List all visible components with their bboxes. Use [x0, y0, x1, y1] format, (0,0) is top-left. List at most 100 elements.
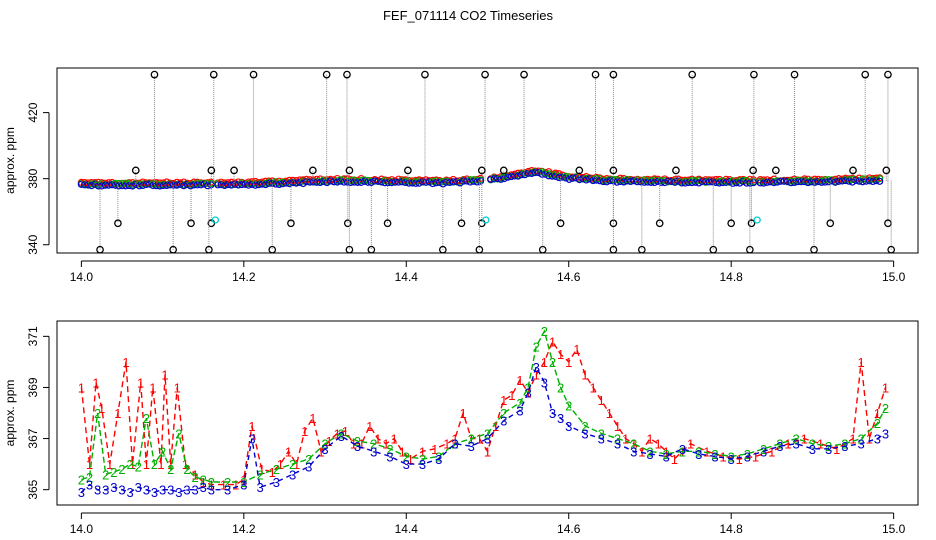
outlier-point	[131, 166, 140, 175]
series-2-point-label: 2	[118, 462, 125, 477]
x-tick-label: 15.0	[882, 270, 906, 284]
series-2-point-label: 2	[825, 439, 832, 454]
series-2-point-label: 2	[94, 406, 101, 421]
outlier-point	[609, 166, 618, 175]
top-data-point	[142, 180, 150, 189]
series-2-point-label: 2	[143, 411, 150, 426]
outlier-point	[709, 245, 718, 254]
series-1-point-label: 1	[622, 432, 629, 447]
series-3-point-label: 3	[167, 483, 174, 498]
series-1-point-label: 1	[581, 368, 588, 383]
series-1-point-label: 1	[646, 432, 653, 447]
top-data-point	[422, 178, 430, 186]
series-2-point-label: 2	[728, 449, 735, 464]
top-x-axis: 14.0 14.2 14.4 14.6 14.8 15.0	[70, 260, 906, 284]
flag-point	[211, 216, 220, 224]
series-2-point-label: 2	[516, 396, 523, 411]
top-data-point	[425, 178, 433, 186]
series-3-point-label: 3	[102, 483, 109, 498]
series-1-point-label: 1	[443, 437, 450, 452]
series-2-point-label: 2	[557, 380, 564, 395]
series-1-point-label: 1	[508, 388, 515, 403]
top-data-point	[466, 176, 474, 184]
series-3-point-label: 3	[200, 480, 207, 495]
outlier-point	[481, 70, 489, 79]
series-3-point-label: 3	[557, 411, 564, 426]
series-3-point-label: 3	[305, 460, 312, 475]
series-3-point-label: 3	[321, 442, 328, 457]
series-3-point-label: 3	[646, 447, 653, 462]
series-3-point-label: 3	[695, 447, 702, 462]
outlier-point	[575, 166, 584, 175]
series-2-point-label: 2	[191, 470, 198, 485]
series-1-point-label: 1	[654, 437, 661, 452]
flag-point	[753, 216, 761, 224]
series-2-point-label: 2	[581, 419, 588, 434]
outlier-point	[367, 245, 376, 254]
series-1-point-label: 1	[533, 368, 540, 383]
series-1-point-label: 1	[752, 449, 759, 464]
series-3-point-label: 3	[354, 439, 361, 454]
top-data-point	[435, 178, 444, 187]
series-1-point-label: 1	[460, 406, 467, 421]
series-2-point-label: 2	[744, 447, 751, 462]
outlier-point	[475, 245, 484, 254]
series-1-point-label: 1	[248, 419, 255, 434]
outlier-point	[287, 219, 295, 228]
series-1-point-label: 1	[390, 432, 397, 447]
series-1-point-label: 1	[137, 375, 144, 390]
outlier-point	[790, 70, 799, 79]
outlier-point	[849, 166, 857, 175]
series-2-point-label: 2	[630, 437, 637, 452]
outlier-point	[383, 219, 392, 228]
top-data-point	[470, 177, 478, 185]
series-2-point-label: 2	[841, 437, 848, 452]
series-2-point-label: 2	[305, 452, 312, 467]
outlier-point	[750, 70, 758, 79]
series-1-point-label: 1	[419, 444, 426, 459]
series-2-point-label: 2	[451, 437, 458, 452]
series-1-point-label: 1	[258, 462, 265, 477]
x-tick-label: 14.8	[719, 522, 743, 536]
series-3-point-label: 3	[565, 419, 572, 434]
top-data-point	[538, 170, 546, 178]
outlier-point	[205, 245, 213, 254]
outlier-point	[727, 219, 736, 228]
top-outliers	[96, 70, 896, 254]
outlier-point	[499, 166, 508, 175]
y-tick-label: 369	[26, 377, 40, 397]
series-3-point-label: 3	[451, 437, 458, 452]
outlier-point	[207, 166, 216, 175]
top-data-point	[108, 181, 116, 189]
series-1-point-label: 1	[407, 452, 414, 467]
series-2-point-label: 2	[549, 355, 556, 370]
series-1-point-label: 1	[614, 419, 621, 434]
series-1-point-label: 1	[719, 449, 726, 464]
top-data-point	[77, 180, 85, 188]
top-data-point	[569, 174, 577, 182]
series-1-point-label: 1	[663, 444, 670, 459]
series-1-point-label: 1	[549, 334, 556, 349]
top-data-point	[545, 172, 553, 180]
outlier-point	[96, 245, 104, 254]
series-3-point-label: 3	[248, 432, 255, 447]
top-data-point	[217, 181, 225, 189]
outlier-point	[882, 166, 891, 175]
outlier-point	[249, 70, 258, 79]
series-1-point-label: 1	[687, 437, 694, 452]
top-data-point	[493, 174, 502, 183]
series-2-point-label: 2	[200, 472, 207, 487]
series-1-point-label: 1	[703, 444, 710, 459]
top-data-point	[783, 177, 792, 185]
series-1-point-label: 1	[161, 368, 168, 383]
series-2-point-label: 2	[468, 432, 475, 447]
series-1-point-label: 1	[630, 437, 637, 452]
top-data-point	[596, 177, 604, 185]
outlier-point	[746, 245, 754, 254]
series-1-point-label: 1	[671, 452, 678, 467]
series-2-point-label: 2	[175, 426, 182, 441]
top-data-point	[654, 177, 662, 185]
series-1-point-label: 1	[86, 457, 93, 472]
series-2-point-label: 2	[776, 437, 783, 452]
